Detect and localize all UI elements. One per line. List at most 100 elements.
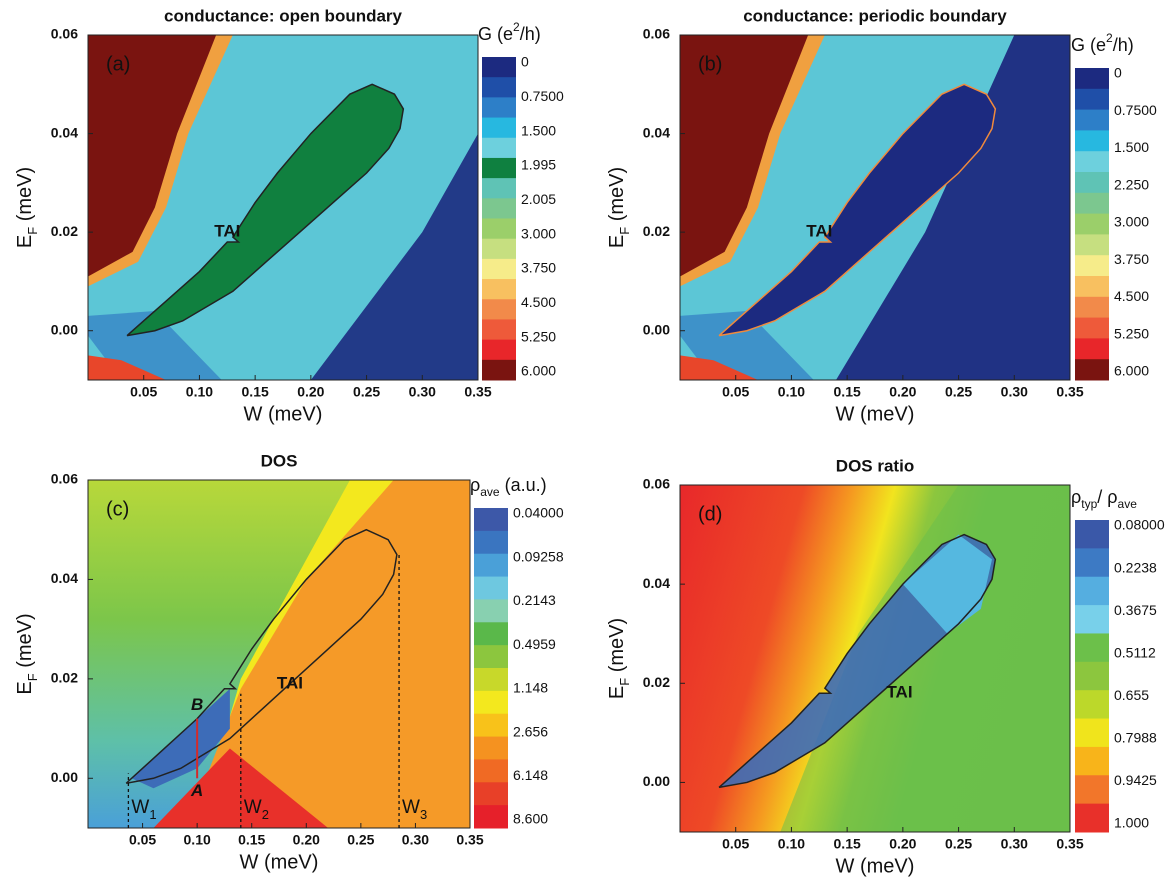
x-tick-label: 0.10 [184,832,211,848]
field [680,35,809,277]
x-tick-label: 0.30 [1001,836,1028,852]
y-tick-label: 0.06 [643,26,670,42]
panel-label: (a) [106,53,130,75]
y-tick-label: 0.02 [643,223,670,239]
colorbar-band [482,238,516,260]
x-tick-label: 0.10 [778,836,805,852]
y-tick-label: 0.00 [643,773,670,789]
x-tick-label: 0.25 [945,384,972,400]
colorbar-band [474,576,508,600]
colorbar-band [482,97,516,119]
label-part: typ [1081,497,1097,511]
x-tick-label: 0.15 [238,832,265,848]
y-tick-label: 0.06 [51,26,78,42]
colorbar-band [1075,661,1109,691]
chart-title: conductance: open boundary [164,6,403,25]
y-tick-label: 0.02 [643,674,670,690]
colorbar-band [1075,690,1109,720]
x-tick-label: 0.35 [456,832,483,848]
colorbar-tick-label: 1.148 [513,680,548,696]
label-part: E [14,681,36,694]
x-tick-label: 0.35 [1056,384,1083,400]
y-tick-label: 0.04 [643,575,670,591]
colorbar-tick-label: 1.500 [1114,139,1149,155]
colorbar-band [482,218,516,240]
label-part: E [14,235,36,248]
x-tick-label: 0.05 [129,832,156,848]
colorbar-tick-label: 3.000 [1114,214,1149,230]
contour [125,528,398,784]
colorbar-tick-label: 2.250 [1114,176,1149,192]
colorbar-tick-label: 0 [1114,65,1122,81]
chart-title: conductance: periodic boundary [743,6,1007,25]
x-tick-label: 0.05 [130,384,157,400]
x-tick-label: 0.30 [402,832,429,848]
chart-title: DOS ratio [836,456,914,475]
colorbar-tick-label: 2.005 [521,191,556,207]
colorbar-band [474,759,508,783]
colorbar-tick-label: 6.000 [1114,363,1149,379]
label-part: ρ [470,475,480,495]
colorbar-band [1075,192,1109,215]
colorbar-tick-label: 3.000 [521,225,556,241]
x-tick-label: 0.05 [722,836,749,852]
colorbar-band [1075,605,1109,634]
plot-frame [679,34,1071,381]
colorbar-band [482,198,516,219]
label-part: E [606,235,628,248]
colorbar-tick-label: 0.5112 [1114,644,1156,660]
label-part: 3 [420,807,427,822]
colorbar-tick-label: 0 [521,54,529,70]
colorbar-tick-label: 0.04000 [513,505,564,521]
y-tick-label: 0.00 [643,321,670,337]
colorbar-tick-label: 3.750 [521,260,556,276]
colorbar-label: ρave (a.u.) [470,475,547,499]
field [836,35,1070,380]
colorbar-band [482,117,516,139]
field [310,133,478,380]
plot-frame [87,479,471,829]
colorbar-tick-label: 5.250 [521,328,556,344]
panel-label: (b) [698,53,722,75]
colorbar-tick-label: 0.655 [1114,687,1149,703]
segment-label: B [191,695,203,714]
colorbar-band [1075,803,1109,833]
y-axis-label: EF (meV) [606,167,632,248]
x-tick-label: 0.35 [1056,836,1083,852]
region-fill [719,84,996,336]
colorbar-tick-label: 0.4959 [513,636,556,652]
annotation: TAI [214,222,240,241]
panel-label: (d) [698,503,722,525]
label-part: 2 [262,807,269,822]
colorbar-band [1075,296,1109,319]
colorbar-band [474,530,508,555]
region-edge [902,534,992,634]
colorbar-band [474,553,508,578]
colorbar-band [1075,775,1109,805]
colorbar-band [1075,255,1109,277]
label-part: F [617,678,632,686]
label-part: 2 [513,20,520,34]
colorbar-band [474,782,508,806]
region-fill [127,84,404,336]
label-part: (meV) [14,167,36,227]
marker-label: W2 [244,797,269,822]
label-part: ave [480,485,500,499]
y-axis-label: EF (meV) [606,618,632,699]
colorbar-band [1075,68,1109,90]
colorbar-band [474,599,508,623]
colorbar-band [482,57,516,78]
y-tick-label: 0.04 [51,570,78,586]
colorbar-tick-label: 0.3675 [1114,602,1157,618]
heatmap [88,480,470,828]
colorbar-band [482,157,516,179]
annotation: TAI [886,683,912,702]
colorbar-tick-label: 0.09258 [513,548,564,564]
colorbar-band [474,805,508,829]
x-tick-label: 0.35 [464,384,491,400]
colorbar-band [1075,234,1109,256]
x-tick-label: 0.25 [353,384,380,400]
x-tick-label: 0.30 [409,384,436,400]
colorbar-band [1075,151,1109,173]
